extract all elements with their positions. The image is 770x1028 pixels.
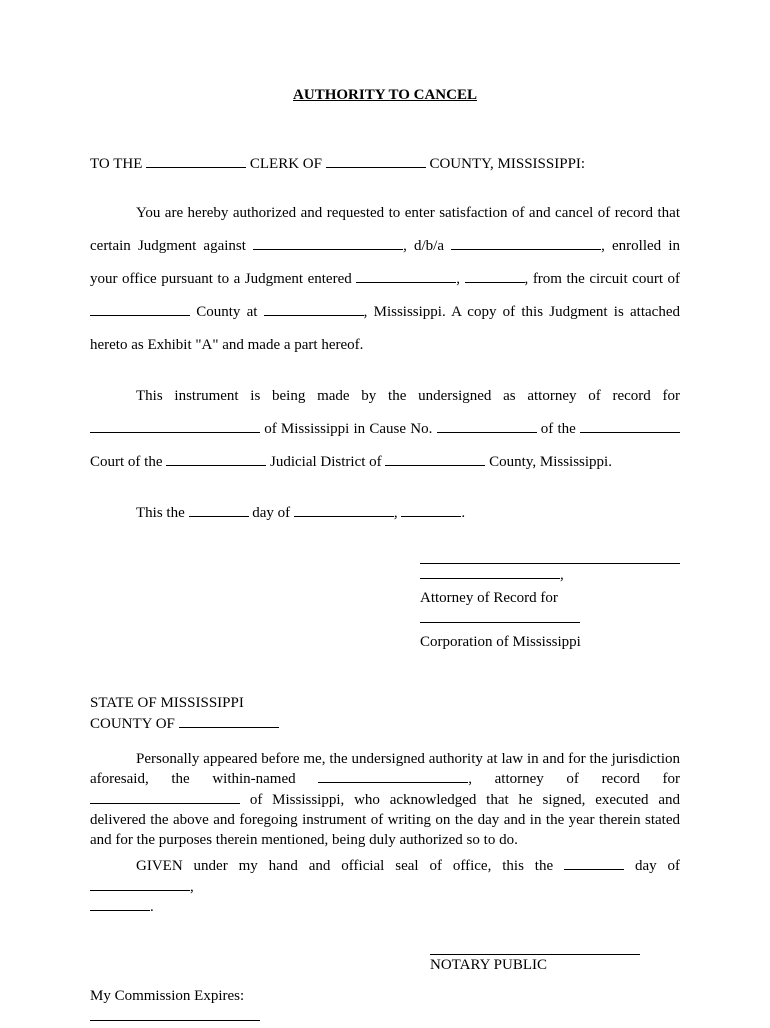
p2-t5: Judicial District of [266,454,385,470]
commission-block: My Commission Expires: [90,986,680,1028]
sig-comma: , [560,567,563,583]
blank-date-entered[interactable] [356,282,456,283]
np-t3: of Mississippi, who acknowledged that he… [90,792,680,849]
blank-defendant[interactable] [253,249,403,250]
p1-t6: County at [190,304,264,320]
state-county-block: STATE OF MISSISSIPPI COUNTY OF [90,693,680,735]
document-title: AUTHORITY TO CANCEL [90,85,680,106]
signature-line-1[interactable] [420,550,680,564]
p2-t2: of Mississippi in Cause No. [260,421,437,437]
blank-day[interactable] [189,516,249,517]
blank-cause-no[interactable] [437,432,537,433]
blank-attorney-name[interactable] [318,782,468,783]
signature-line-2[interactable] [420,566,560,579]
p2-t3: of the [537,421,580,437]
blank-city[interactable] [264,315,364,316]
notary-paragraph: Personally appeared before me, the under… [90,749,680,850]
paragraph-1: You are hereby authorized and requested … [90,197,680,362]
date-line: This the day of , . [90,497,680,530]
blank-year[interactable] [401,516,461,517]
p1-t1: You are hereby authorized and requested … [90,205,680,254]
blank-district[interactable] [166,465,266,466]
p2-t4: Court of the [90,454,166,470]
signature-line-3[interactable] [420,610,580,623]
blank-court[interactable] [580,432,680,433]
signature-block: , Attorney of Record for Corporation of … [420,550,680,653]
np-t2: , attorney of record for [468,771,680,787]
dl-t4: . [461,505,465,521]
p2-t6: County, Mississippi. [485,454,612,470]
corporation-label: Corporation of Mississippi [420,632,680,653]
attorney-role: Attorney of Record for [420,588,680,609]
gv-t3: , [190,879,194,895]
state-line: STATE OF MISSISSIPPI [90,693,680,714]
dl-t1: This the [136,505,189,521]
paragraph-2: This instrument is being made by the und… [90,380,680,479]
p1-t4: , [456,271,464,287]
addressee-middle: CLERK OF [246,156,326,172]
blank-commission-expires[interactable] [90,1007,260,1021]
addressee-line: TO THE CLERK OF COUNTY, MISSISSIPPI: [90,154,680,175]
blank-year-entered[interactable] [465,282,525,283]
blank-county-3[interactable] [385,465,485,466]
p1-t2: , d/b/a [403,238,451,254]
gv-t2: day of [624,858,680,874]
county-prefix: COUNTY OF [90,716,179,732]
notary-signature-line[interactable] [430,941,640,955]
blank-county-2[interactable] [90,315,190,316]
p1-t7: , Mississippi. A copy of this Judgment i… [90,304,680,353]
blank-dba[interactable] [451,249,601,250]
blank-corp-name[interactable] [90,803,240,804]
addressee-prefix: TO THE [90,156,146,172]
gv-t1: GIVEN under my hand and official seal of… [136,858,564,874]
blank-given-year[interactable] [90,910,150,911]
notary-public-label: NOTARY PUBLIC [430,955,680,976]
blank-given-day[interactable] [564,869,624,870]
addressee-suffix: COUNTY, MISSISSIPPI: [426,156,585,172]
p1-t5: , from the circuit court of [525,271,680,287]
given-line: GIVEN under my hand and official seal of… [90,856,680,917]
blank-clerk-type[interactable] [146,167,246,168]
dl-t2: day of [249,505,294,521]
blank-month[interactable] [294,516,394,517]
blank-county-1[interactable] [326,167,426,168]
blank-plaintiff[interactable] [90,432,260,433]
gv-t4: . [150,899,154,915]
dl-t3: , [394,505,402,521]
notary-signature-block: NOTARY PUBLIC [430,941,680,976]
blank-county-notary[interactable] [179,727,279,728]
p2-t1: This instrument is being made by the und… [136,388,680,404]
blank-given-month[interactable] [90,890,190,891]
commission-label: My Commission Expires: [90,986,680,1007]
